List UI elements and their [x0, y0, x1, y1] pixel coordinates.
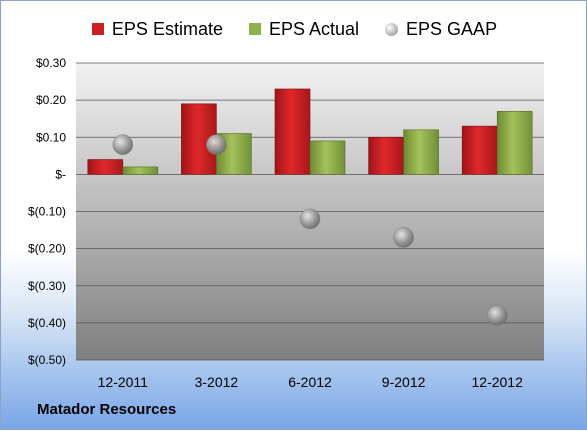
x-tick-label: 9-2012 [382, 374, 426, 390]
y-tick-label: $0.10 [36, 130, 66, 144]
legend-swatch-gaap [385, 22, 399, 36]
bar-eps-actual [309, 140, 346, 175]
y-tick-label: $(0.30) [28, 279, 66, 293]
y-tick-label: $(0.40) [28, 316, 66, 330]
bar-eps-estimate [87, 159, 124, 175]
legend-label-gaap: EPS GAAP [406, 18, 498, 39]
bar-eps-estimate [368, 136, 404, 175]
y-tick-label: $0.20 [36, 93, 66, 107]
x-tick-label: 12-2011 [98, 374, 149, 390]
legend-swatch-actual [248, 23, 261, 35]
legend-label-actual: EPS Actual [268, 18, 360, 39]
point-eps-gaap [393, 227, 414, 248]
company-name: Matador Resources [37, 401, 177, 418]
legend-label-estimate: EPS Estimate [111, 18, 223, 39]
point-eps-gaap [206, 134, 227, 155]
y-tick-label: $- [55, 167, 66, 181]
y-tick-label: $(0.50) [28, 353, 66, 367]
legend-swatch-estimate [91, 23, 104, 35]
bar-eps-actual [403, 129, 439, 175]
legend-item-actual: EPS Actual [248, 18, 360, 40]
bar-eps-actual [122, 166, 159, 175]
y-tick-label: $(0.10) [28, 205, 66, 219]
point-eps-gaap [299, 208, 321, 230]
x-tick-label: 6-2012 [288, 374, 332, 390]
legend-item-gaap: EPS GAAP [385, 19, 497, 40]
legend: EPS Estimate EPS Actual EPS GAAP [1, 15, 587, 43]
x-tick-label: 3-2012 [195, 374, 239, 390]
legend-item-estimate: EPS Estimate [91, 18, 223, 40]
bar-eps-actual [496, 110, 533, 175]
x-tick-label: 12-2012 [472, 374, 524, 390]
y-tick-label: $0.30 [36, 56, 66, 70]
bar-eps-estimate [461, 125, 498, 175]
y-tick-label: $(0.20) [28, 242, 66, 256]
point-eps-gaap [486, 305, 508, 326]
point-eps-gaap [112, 134, 134, 155]
bar-eps-estimate [274, 88, 311, 175]
